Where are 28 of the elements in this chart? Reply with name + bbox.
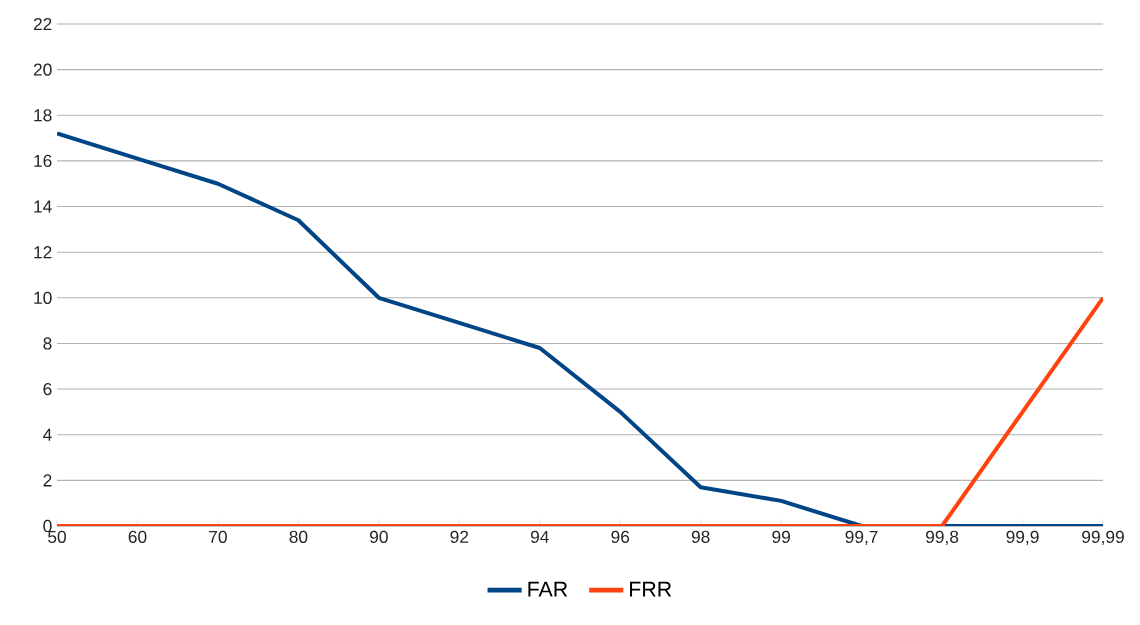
x-tick-label: 92 — [450, 530, 469, 543]
x-tick-label: 98 — [691, 530, 710, 543]
y-tick-label: 22 — [33, 17, 52, 31]
legend-label: FAR — [528, 581, 568, 597]
x-tick-label: 99 — [772, 530, 790, 543]
x-tick-label: 99,7 — [845, 530, 878, 546]
x-tick-label: 94 — [530, 530, 549, 543]
y-tick-label: 10 — [34, 291, 52, 304]
y-tick-label: 6 — [43, 382, 52, 396]
y-tick-label: 12 — [34, 246, 52, 259]
legend-label: FRR — [630, 581, 672, 597]
y-tick-label: 4 — [43, 428, 52, 441]
x-tick-label: 99,99 — [1082, 530, 1124, 546]
x-tick-label: 70 — [209, 530, 227, 543]
y-tick-label: 0 — [43, 519, 52, 533]
y-tick-label: 2 — [43, 474, 52, 487]
y-tick-label: 20 — [33, 63, 52, 76]
y-tick-label: 16 — [34, 154, 52, 168]
y-tick-label: 14 — [34, 200, 52, 213]
x-tick-label: 99,8 — [926, 530, 959, 546]
y-tick-label: 8 — [43, 337, 52, 350]
x-tick-label: 60 — [128, 530, 147, 543]
x-tick-label: 96 — [611, 530, 630, 543]
x-tick-label: 50 — [48, 530, 66, 543]
y-tick-label: 18 — [34, 109, 52, 122]
x-tick-label: 80 — [289, 530, 308, 543]
x-tick-label: 99,9 — [1006, 530, 1039, 546]
x-tick-label: 90 — [370, 530, 388, 543]
